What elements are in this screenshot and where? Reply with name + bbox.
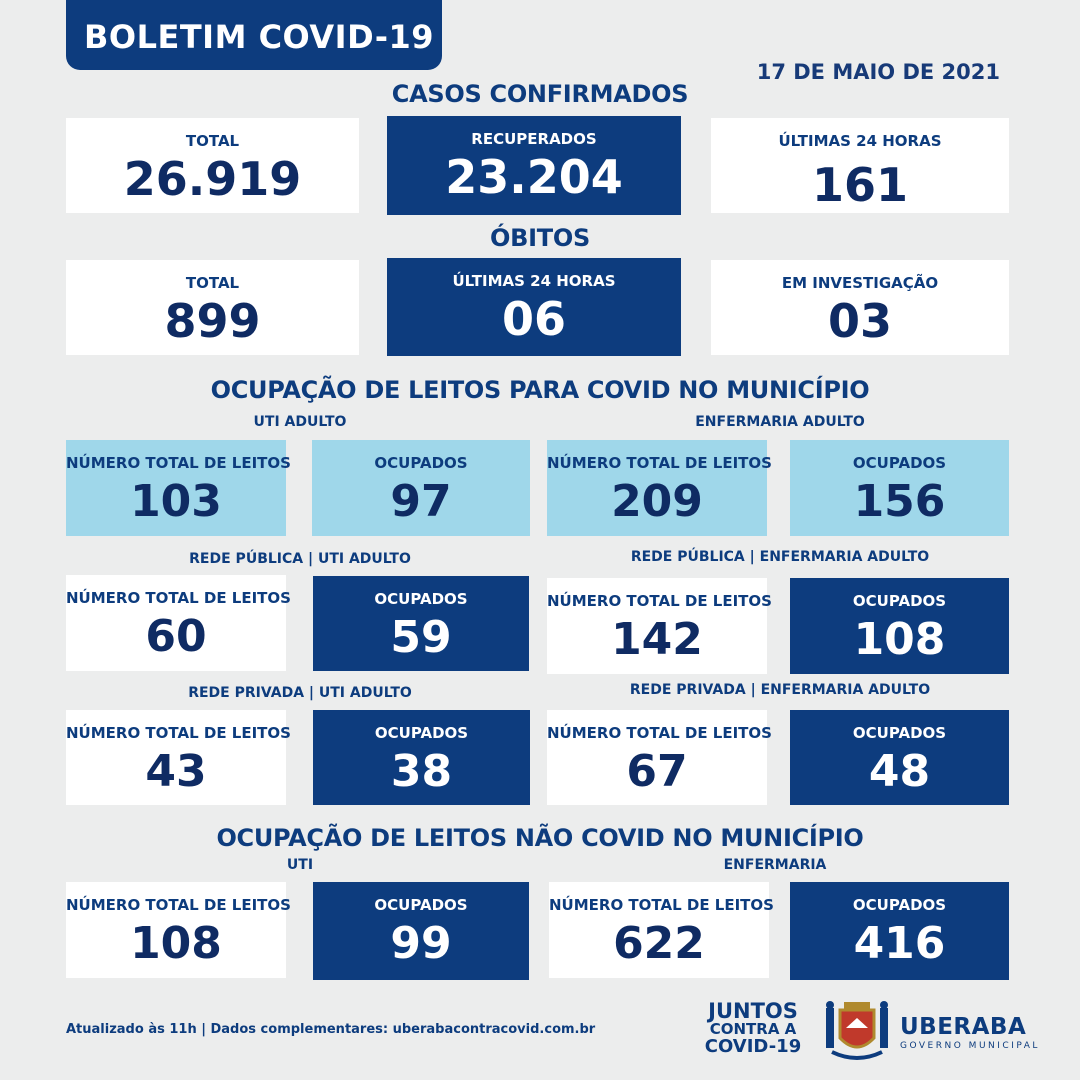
nao-covid-uti-total-card: NÚMERO TOTAL DE LEITOS 108 xyxy=(66,882,291,978)
bulletin-date: 17 DE MAIO DE 2021 xyxy=(756,60,1000,84)
casos-recuperados-label: RECUPERADOS xyxy=(471,130,597,148)
publica-uti-label: REDE PÚBLICA | UTI ADULTO xyxy=(189,551,411,567)
nao-covid-enf-ocupados-card: OCUPADOS 416 xyxy=(790,882,1009,980)
footer-update-text: Atualizado às 11h | Dados complementares… xyxy=(66,1022,596,1037)
publica-uti-ocupados-label: OCUPADOS xyxy=(374,590,468,608)
covid-uti-total-label: NÚMERO TOTAL DE LEITOS xyxy=(66,454,291,472)
privada-uti-total-value: 43 xyxy=(145,746,207,797)
nao-covid-uti-ocupados-label: OCUPADOS xyxy=(374,896,468,914)
privada-uti-total-card: NÚMERO TOTAL DE LEITOS 43 xyxy=(66,710,291,805)
uberaba-logo-text: UBERABA xyxy=(900,1014,1027,1040)
casos-total-label: TOTAL xyxy=(185,132,240,150)
publica-enf-total-label: NÚMERO TOTAL DE LEITOS xyxy=(547,592,772,610)
obitos-total-label: TOTAL xyxy=(185,274,240,292)
privada-enf-ocupados-card: OCUPADOS 48 xyxy=(790,710,1009,805)
nao-covid-enf-total-value: 622 xyxy=(613,918,705,969)
casos-24h-value: 161 xyxy=(811,158,909,212)
obitos-total-card: TOTAL 899 xyxy=(66,260,359,355)
casos-24h-label: ÚLTIMAS 24 HORAS xyxy=(778,132,942,150)
publica-enf-label: REDE PÚBLICA | ENFERMARIA ADULTO xyxy=(630,549,930,565)
publica-enf-ocupados-value: 108 xyxy=(853,614,946,665)
covid-uti-total-card: NÚMERO TOTAL DE LEITOS 103 xyxy=(66,440,291,536)
nao-covid-uti-total-value: 108 xyxy=(130,918,222,969)
nao-covid-uti-label: UTI xyxy=(286,857,314,873)
obitos-investigacao-value: 03 xyxy=(827,294,892,348)
covid-enf-ocupados-card: OCUPADOS 156 xyxy=(790,440,1009,536)
privada-uti-ocupados-label: OCUPADOS xyxy=(374,724,469,742)
obitos-title: ÓBITOS xyxy=(490,224,590,252)
nao-covid-title: OCUPAÇÃO DE LEITOS NÃO COVID NO MUNICÍPI… xyxy=(216,824,864,852)
covid-enf-total-card: NÚMERO TOTAL DE LEITOS 209 xyxy=(547,440,772,536)
publica-enf-ocupados-label: OCUPADOS xyxy=(852,592,947,610)
nao-covid-enf-ocupados-label: OCUPADOS xyxy=(852,896,947,914)
publica-uti-ocupados-value: 59 xyxy=(390,612,452,663)
privada-enf-total-label: NÚMERO TOTAL DE LEITOS xyxy=(547,724,772,742)
privada-uti-ocupados-card: OCUPADOS 38 xyxy=(313,710,530,805)
nao-covid-enf-total-card: NÚMERO TOTAL DE LEITOS 622 xyxy=(549,882,774,978)
covid-enf-total-label: NÚMERO TOTAL DE LEITOS xyxy=(547,454,772,472)
covid-beds-title: OCUPAÇÃO DE LEITOS PARA COVID NO MUNICÍP… xyxy=(210,376,870,404)
casos-total-value: 26.919 xyxy=(123,152,302,206)
nao-covid-uti-total-label: NÚMERO TOTAL DE LEITOS xyxy=(66,896,291,914)
privada-enf-total-value: 67 xyxy=(626,746,688,797)
nao-covid-enf-ocupados-value: 416 xyxy=(853,918,946,969)
nao-covid-enf-label: ENFERMARIA xyxy=(723,857,827,873)
obitos-total-value: 899 xyxy=(164,294,261,348)
uberaba-logo: UBERABA GOVERNO MUNICIPAL xyxy=(900,1014,1040,1051)
privada-uti-label: REDE PRIVADA | UTI ADULTO xyxy=(188,685,412,701)
publica-enf-total-value: 142 xyxy=(611,614,703,665)
obitos-24h-label: ÚLTIMAS 24 HORAS xyxy=(452,272,616,290)
covid-enf-total-value: 209 xyxy=(611,476,703,527)
nao-covid-uti-ocupados-card: OCUPADOS 99 xyxy=(313,882,529,980)
privada-enf-ocupados-value: 48 xyxy=(868,746,931,797)
city-crest-icon xyxy=(822,998,892,1064)
obitos-investigacao-card: EM INVESTIGAÇÃO 03 xyxy=(711,260,1009,355)
casos-recuperados-value: 23.204 xyxy=(445,150,623,204)
publica-enf-ocupados-card: OCUPADOS 108 xyxy=(790,578,1009,674)
publica-uti-total-value: 60 xyxy=(145,611,207,662)
casos-total-card: TOTAL 26.919 xyxy=(66,118,359,213)
covid-uti-label: UTI ADULTO xyxy=(253,414,347,430)
nao-covid-enf-total-label: NÚMERO TOTAL DE LEITOS xyxy=(549,896,774,914)
obitos-24h-value: 06 xyxy=(501,292,566,346)
covid-enf-ocupados-label: OCUPADOS xyxy=(852,454,947,472)
covid-uti-ocupados-card: OCUPADOS 97 xyxy=(312,440,530,536)
casos-recuperados-card: RECUPERADOS 23.204 xyxy=(387,116,681,215)
header-banner: BOLETIM COVID-19 xyxy=(66,0,442,70)
covid-uti-ocupados-value: 97 xyxy=(390,476,452,527)
governo-municipal-text: GOVERNO MUNICIPAL xyxy=(900,1041,1040,1051)
juntos-contra-covid-logo: JUNTOS CONTRA A COVID-19 xyxy=(698,1000,808,1057)
covid-enf-ocupados-value: 156 xyxy=(853,476,946,527)
nao-covid-uti-ocupados-value: 99 xyxy=(390,918,452,969)
juntos-line-1: JUNTOS xyxy=(708,999,798,1023)
obitos-24h-card: ÚLTIMAS 24 HORAS 06 xyxy=(387,258,681,356)
publica-uti-total-card: NÚMERO TOTAL DE LEITOS 60 xyxy=(66,575,291,671)
covid-enf-label: ENFERMARIA ADULTO xyxy=(695,414,865,430)
casos-24h-card: ÚLTIMAS 24 HORAS 161 xyxy=(711,118,1009,213)
publica-uti-total-label: NÚMERO TOTAL DE LEITOS xyxy=(66,589,291,607)
juntos-line-2: CONTRA A xyxy=(709,1020,797,1039)
obitos-investigacao-label: EM INVESTIGAÇÃO xyxy=(781,274,939,292)
privada-enf-ocupados-label: OCUPADOS xyxy=(852,724,947,742)
publica-uti-ocupados-card: OCUPADOS 59 xyxy=(313,576,529,671)
privada-enf-label: REDE PRIVADA | ENFERMARIA ADULTO xyxy=(629,682,931,698)
privada-uti-ocupados-value: 38 xyxy=(390,746,453,797)
page-title: BOLETIM COVID-19 xyxy=(84,18,435,56)
juntos-line-3: COVID-19 xyxy=(704,1035,802,1057)
publica-enf-total-card: NÚMERO TOTAL DE LEITOS 142 xyxy=(547,578,772,674)
casos-title: CASOS CONFIRMADOS xyxy=(391,80,689,108)
privada-enf-total-card: NÚMERO TOTAL DE LEITOS 67 xyxy=(547,710,772,805)
covid-uti-ocupados-label: OCUPADOS xyxy=(374,454,468,472)
covid-uti-total-value: 103 xyxy=(130,476,222,527)
privada-uti-total-label: NÚMERO TOTAL DE LEITOS xyxy=(66,724,291,742)
